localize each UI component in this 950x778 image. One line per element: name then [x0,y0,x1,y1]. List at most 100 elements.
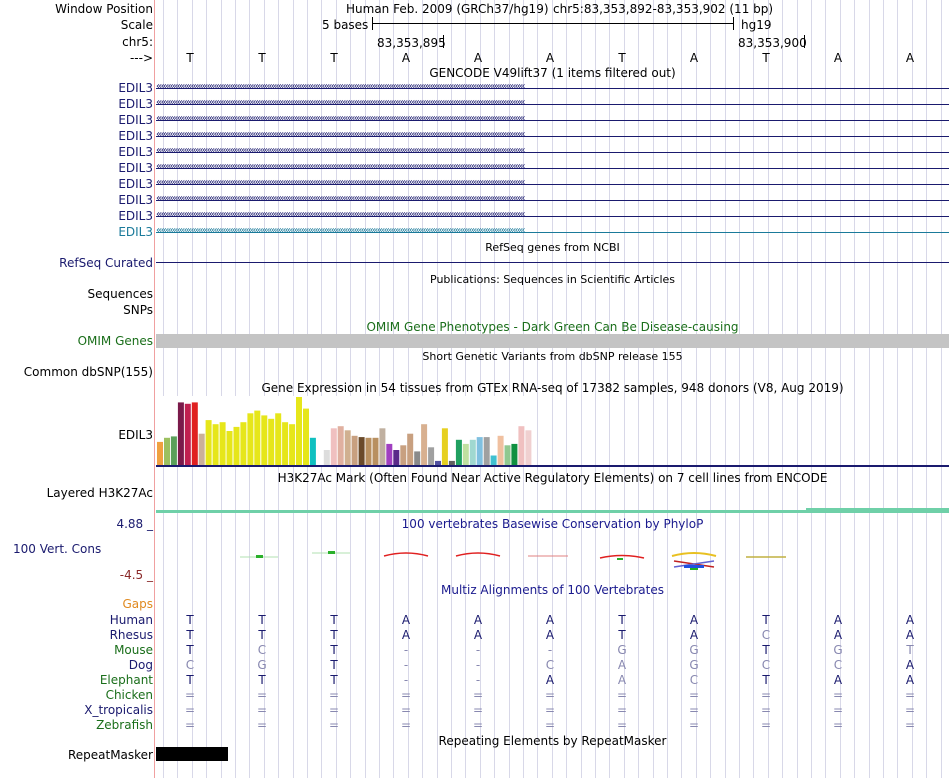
gtex-tissue-bar[interactable] [372,437,379,465]
position-text[interactable]: chr5:83,353,892-83,353,902 (11 bp) [553,2,774,16]
gtex-tissue-bar[interactable] [191,402,198,465]
gtex-tissue-bar[interactable] [525,430,532,465]
omim-phenotype-bar[interactable] [156,334,949,348]
h3k27ac-signal-a[interactable] [156,510,806,513]
gencode-transcript[interactable]: ‹‹‹‹‹‹‹‹‹‹‹‹‹‹‹‹‹‹‹‹‹‹‹‹‹‹‹‹‹‹‹‹‹‹‹‹‹‹‹‹… [156,147,949,158]
species-label[interactable]: Human [109,613,153,627]
gtex-tissue-bar[interactable] [414,451,421,465]
gtex-tissue-bar[interactable] [212,424,219,465]
gtex-tissue-bar[interactable] [448,460,455,465]
publications-track-title[interactable]: Publications: Sequences in Scientific Ar… [430,273,675,286]
species-label[interactable]: Zebrafish [96,718,153,732]
gtex-tissue-bar[interactable] [261,415,268,465]
gencode-gene-label[interactable]: EDIL3 [118,97,153,111]
gencode-transcript[interactable]: ‹‹‹‹‹‹‹‹‹‹‹‹‹‹‹‹‹‹‹‹‹‹‹‹‹‹‹‹‹‹‹‹‹‹‹‹‹‹‹‹… [156,227,949,238]
species-label[interactable]: Chicken [105,688,153,702]
phylop-signal[interactable] [156,545,949,573]
gtex-tissue-bar[interactable] [386,443,393,465]
gtex-tissue-bar[interactable] [421,424,428,465]
gtex-tissue-bar[interactable] [157,441,163,465]
conservation-label[interactable]: 100 Vert. Cons [13,542,102,556]
gencode-gene-label[interactable]: EDIL3 [118,209,153,223]
species-label[interactable]: X_tropicalis [84,703,153,717]
gtex-label[interactable]: EDIL3 [118,428,153,442]
gtex-tissue-bar[interactable] [504,445,511,465]
gencode-transcript[interactable]: ‹‹‹‹‹‹‹‹‹‹‹‹‹‹‹‹‹‹‹‹‹‹‹‹‹‹‹‹‹‹‹‹‹‹‹‹‹‹‹‹… [156,131,949,142]
gencode-transcript[interactable]: ‹‹‹‹‹‹‹‹‹‹‹‹‹‹‹‹‹‹‹‹‹‹‹‹‹‹‹‹‹‹‹‹‹‹‹‹‹‹‹‹… [156,179,949,190]
refseq-label[interactable]: RefSeq Curated [59,256,153,270]
gtex-tissue-bar[interactable] [309,437,316,465]
gtex-tissue-bar[interactable] [428,447,435,465]
gtex-tissue-bar[interactable] [462,443,469,465]
gtex-tissue-bar[interactable] [205,420,212,465]
gtex-tissue-bar[interactable] [358,437,365,465]
gtex-tissue-bar[interactable] [282,422,289,465]
gtex-tissue-bar[interactable] [518,426,525,465]
dbsnp-track-title[interactable]: Short Genetic Variants from dbSNP releas… [422,350,683,363]
gencode-gene-label[interactable]: EDIL3 [118,129,153,143]
gtex-tissue-bar[interactable] [483,437,490,465]
gtex-bar-chart[interactable] [156,396,949,468]
gtex-tissue-bar[interactable] [164,437,170,465]
gencode-track-title[interactable]: GENCODE V49lift37 (1 items filtered out) [429,66,676,80]
gencode-transcript[interactable]: ‹‹‹‹‹‹‹‹‹‹‹‹‹‹‹‹‹‹‹‹‹‹‹‹‹‹‹‹‹‹‹‹‹‹‹‹‹‹‹‹… [156,99,949,110]
gtex-tissue-bar[interactable] [268,418,275,465]
gtex-tissue-bar[interactable] [289,424,296,465]
gtex-tissue-bar[interactable] [497,435,504,465]
gencode-gene-label[interactable]: EDIL3 [118,177,153,191]
gtex-track-title[interactable]: Gene Expression in 54 tissues from GTEx … [261,381,844,395]
h3k27ac-signal-b[interactable] [806,508,949,513]
gtex-tissue-bar[interactable] [184,403,191,465]
gencode-transcript[interactable]: ‹‹‹‹‹‹‹‹‹‹‹‹‹‹‹‹‹‹‹‹‹‹‹‹‹‹‹‹‹‹‹‹‹‹‹‹‹‹‹‹… [156,83,949,94]
species-label[interactable]: Dog [128,658,153,672]
gencode-transcript[interactable]: ‹‹‹‹‹‹‹‹‹‹‹‹‹‹‹‹‹‹‹‹‹‹‹‹‹‹‹‹‹‹‹‹‹‹‹‹‹‹‹‹… [156,211,949,222]
dbsnp-label[interactable]: Common dbSNP(155) [23,365,153,379]
publications-label-snps[interactable]: SNPs [123,303,153,317]
gencode-transcript[interactable]: ‹‹‹‹‹‹‹‹‹‹‹‹‹‹‹‹‹‹‹‹‹‹‹‹‹‹‹‹‹‹‹‹‹‹‹‹‹‹‹‹… [156,115,949,126]
multiz-gaps-label[interactable]: Gaps [122,597,153,611]
gencode-gene-label[interactable]: EDIL3 [118,113,153,127]
gtex-tissue-bar[interactable] [323,450,330,465]
gencode-transcript[interactable]: ‹‹‹‹‹‹‹‹‹‹‹‹‹‹‹‹‹‹‹‹‹‹‹‹‹‹‹‹‹‹‹‹‹‹‹‹‹‹‹‹… [156,195,949,206]
gtex-tissue-bar[interactable] [219,422,226,465]
h3k27ac-track-title[interactable]: H3K27Ac Mark (Often Found Near Active Re… [277,471,828,485]
gtex-tissue-bar[interactable] [198,433,205,465]
gtex-tissue-bar[interactable] [400,445,407,465]
conservation-track-title[interactable]: 100 vertebrates Basewise Conservation by… [401,517,704,531]
gtex-tissue-bar[interactable] [303,408,309,465]
gtex-tissue-bar[interactable] [511,443,518,465]
gtex-tissue-bar[interactable] [275,413,282,465]
gtex-tissue-bar[interactable] [337,426,344,465]
h3k27ac-label[interactable]: Layered H3K27Ac [46,486,153,500]
gtex-tissue-bar[interactable] [247,413,254,465]
species-label[interactable]: Rhesus [109,628,153,642]
refseq-gene-line[interactable] [156,262,949,263]
gtex-tissue-bar[interactable] [365,437,372,465]
gtex-tissue-bar[interactable] [407,433,414,465]
gtex-tissue-bar[interactable] [490,455,497,466]
gtex-tissue-bar[interactable] [476,437,483,465]
species-label[interactable]: Elephant [99,673,153,687]
gtex-tissue-bar[interactable] [455,439,462,465]
repeatmasker-track-title[interactable]: Repeating Elements by RepeatMasker [438,734,667,748]
omim-track-title[interactable]: OMIM Gene Phenotypes - Dark Green Can Be… [366,320,739,334]
gtex-tissue-bar[interactable] [226,431,233,465]
gencode-gene-label[interactable]: EDIL3 [118,225,153,239]
gtex-tissue-bar[interactable] [344,430,351,465]
gencode-gene-label[interactable]: EDIL3 [118,145,153,159]
gtex-tissue-bar[interactable] [177,402,184,465]
gtex-tissue-bar[interactable] [441,428,448,465]
species-label[interactable]: Mouse [114,643,153,657]
gtex-tissue-bar[interactable] [296,397,302,465]
gencode-gene-label[interactable]: EDIL3 [118,81,153,95]
gtex-tissue-bar[interactable] [469,439,476,465]
gtex-tissue-bar[interactable] [393,450,400,465]
gencode-gene-label[interactable]: EDIL3 [118,193,153,207]
gtex-tissue-bar[interactable] [240,422,247,465]
repeatmasker-label[interactable]: RepeatMasker [67,748,153,762]
gencode-gene-label[interactable]: EDIL3 [118,161,153,175]
multiz-track-title[interactable]: Multiz Alignments of 100 Vertebrates [440,583,665,597]
gtex-tissue-bar[interactable] [379,428,386,465]
gtex-tissue-bar[interactable] [233,426,240,465]
gtex-tissue-bar[interactable] [435,460,441,465]
